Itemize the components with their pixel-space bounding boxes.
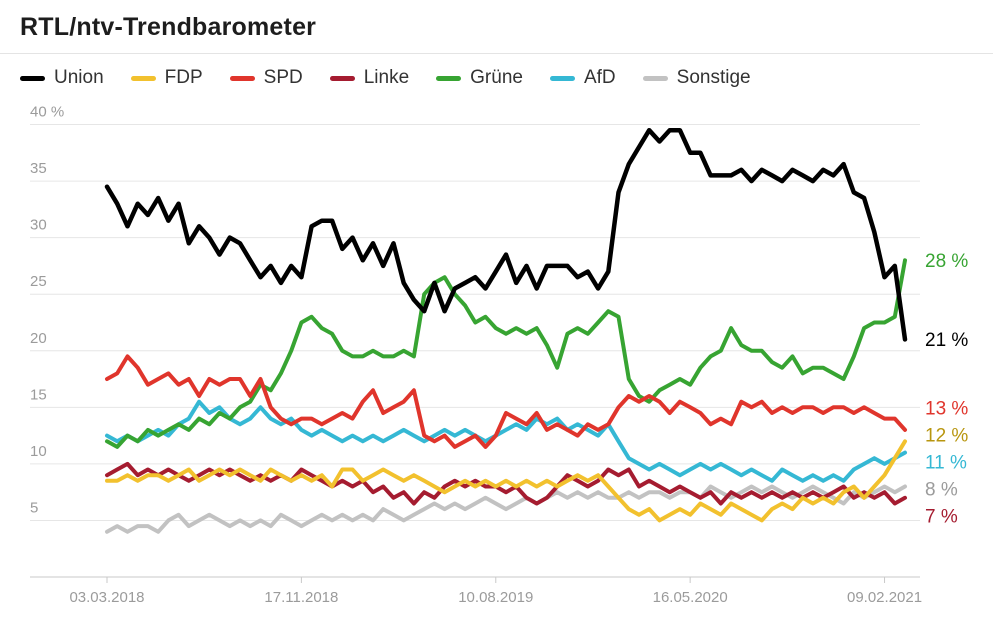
chart-title: RTL/ntv-Trendbarometer (20, 13, 317, 41)
end-label-linke: 7 % (925, 506, 958, 527)
end-label-gruene: 28 % (925, 251, 968, 272)
end-label-afd: 11 % (925, 452, 967, 473)
series-line-fdp (105, 439, 907, 523)
end-label-union: 21 % (925, 330, 968, 351)
legend-item-union[interactable]: Union (20, 67, 104, 89)
series-line-union (104, 127, 908, 342)
plot-area: 5 10 15 20 25 30 35 40 % 03.03.2018 17.11.2018 10.… (30, 104, 968, 606)
legend-swatch-linke (329, 75, 355, 81)
legend-item-afd[interactable]: AfD (549, 67, 616, 89)
end-label-sonstige: 8 % (925, 479, 958, 500)
y-axis-label-5: 5 (30, 499, 38, 516)
chart-legend: Union FDP SPD Linke Grüne AfD Sonstige (0, 54, 993, 92)
legend-label-afd: AfD (583, 67, 616, 88)
y-axis-label-10: 10 (30, 443, 47, 460)
y-axis-label-35: 35 (30, 160, 47, 177)
y-axis-label-30: 30 (30, 217, 47, 234)
series-line-spd (105, 354, 907, 449)
legend-swatch-sonstige (642, 75, 668, 81)
x-axis-label-2: 10.08.2019 (458, 589, 533, 606)
y-axis-label-25: 25 (30, 273, 47, 290)
legend-label-fdp: FDP (164, 67, 203, 88)
legend-item-spd[interactable]: SPD (229, 67, 303, 89)
y-axis-label-40: 40 % (30, 104, 64, 121)
series-line-gruene (105, 258, 907, 449)
legend-label-spd: SPD (263, 67, 303, 88)
x-axis-label-3: 16.05.2020 (653, 589, 728, 606)
legend-swatch-spd (229, 75, 255, 81)
x-axis-label-0: 03.03.2018 (69, 589, 144, 606)
legend-item-sonstige[interactable]: Sonstige (642, 67, 751, 89)
chart-header: RTL/ntv-Trendbarometer (0, 0, 993, 54)
legend-label-sonstige: Sonstige (676, 67, 751, 88)
series-line-afd (105, 399, 907, 483)
x-axis-label-4: 09.02.2021 (847, 589, 922, 606)
x-axis-label-1: 17.11.2018 (264, 589, 338, 606)
legend-label-linke: Linke (363, 67, 410, 88)
series-line-sonstige (105, 484, 907, 534)
end-label-spd: 13 % (925, 398, 968, 419)
legend-swatch-union (20, 75, 45, 81)
legend-swatch-afd (549, 75, 575, 81)
legend-item-gruene[interactable]: Grüne (436, 67, 523, 89)
end-label-fdp: 12 % (925, 425, 968, 446)
legend-swatch-fdp (130, 75, 156, 81)
legend-label-gruene: Grüne (470, 67, 523, 88)
legend-swatch-gruene (436, 75, 462, 81)
y-axis-label-20: 20 (30, 330, 47, 347)
legend-label-union: Union (54, 67, 104, 88)
y-axis-label-15: 15 (30, 386, 47, 403)
legend-item-fdp[interactable]: FDP (130, 67, 203, 89)
series-line-linke (105, 461, 907, 506)
legend-item-linke[interactable]: Linke (329, 67, 410, 89)
